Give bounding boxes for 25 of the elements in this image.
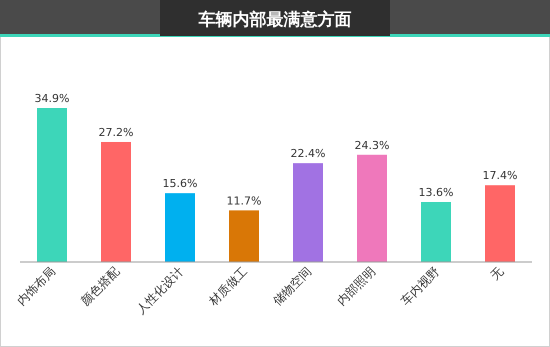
data-label: 27.2%	[98, 126, 134, 139]
bar	[37, 108, 67, 262]
bar	[293, 163, 323, 262]
data-label: 34.9%	[34, 92, 70, 105]
x-tick-label: 颜色搭配	[78, 264, 122, 308]
data-label: 13.6%	[418, 186, 454, 199]
x-tick-label: 内饰布局	[14, 264, 58, 308]
x-tick-label: 车内视野	[398, 264, 442, 308]
x-tick-label: 内部照明	[334, 264, 378, 308]
bar	[421, 202, 451, 262]
data-label: 11.7%	[226, 194, 262, 208]
bar	[101, 142, 131, 262]
data-label: 17.4%	[482, 169, 518, 182]
x-tick-label: 人性化设计	[134, 264, 186, 317]
data-label: 15.6%	[162, 177, 198, 190]
bar	[165, 193, 195, 262]
bar	[229, 210, 259, 262]
x-tick-label: 材质做工	[206, 264, 250, 309]
chart-title: 车辆内部最满意方面	[198, 10, 352, 30]
data-label: 22.4%	[290, 147, 326, 160]
bar	[357, 154, 387, 262]
data-label: 24.3%	[354, 138, 390, 152]
x-tick-label: 储物空间	[270, 264, 314, 308]
x-tick-label: 无	[488, 264, 506, 283]
bar	[485, 185, 515, 262]
